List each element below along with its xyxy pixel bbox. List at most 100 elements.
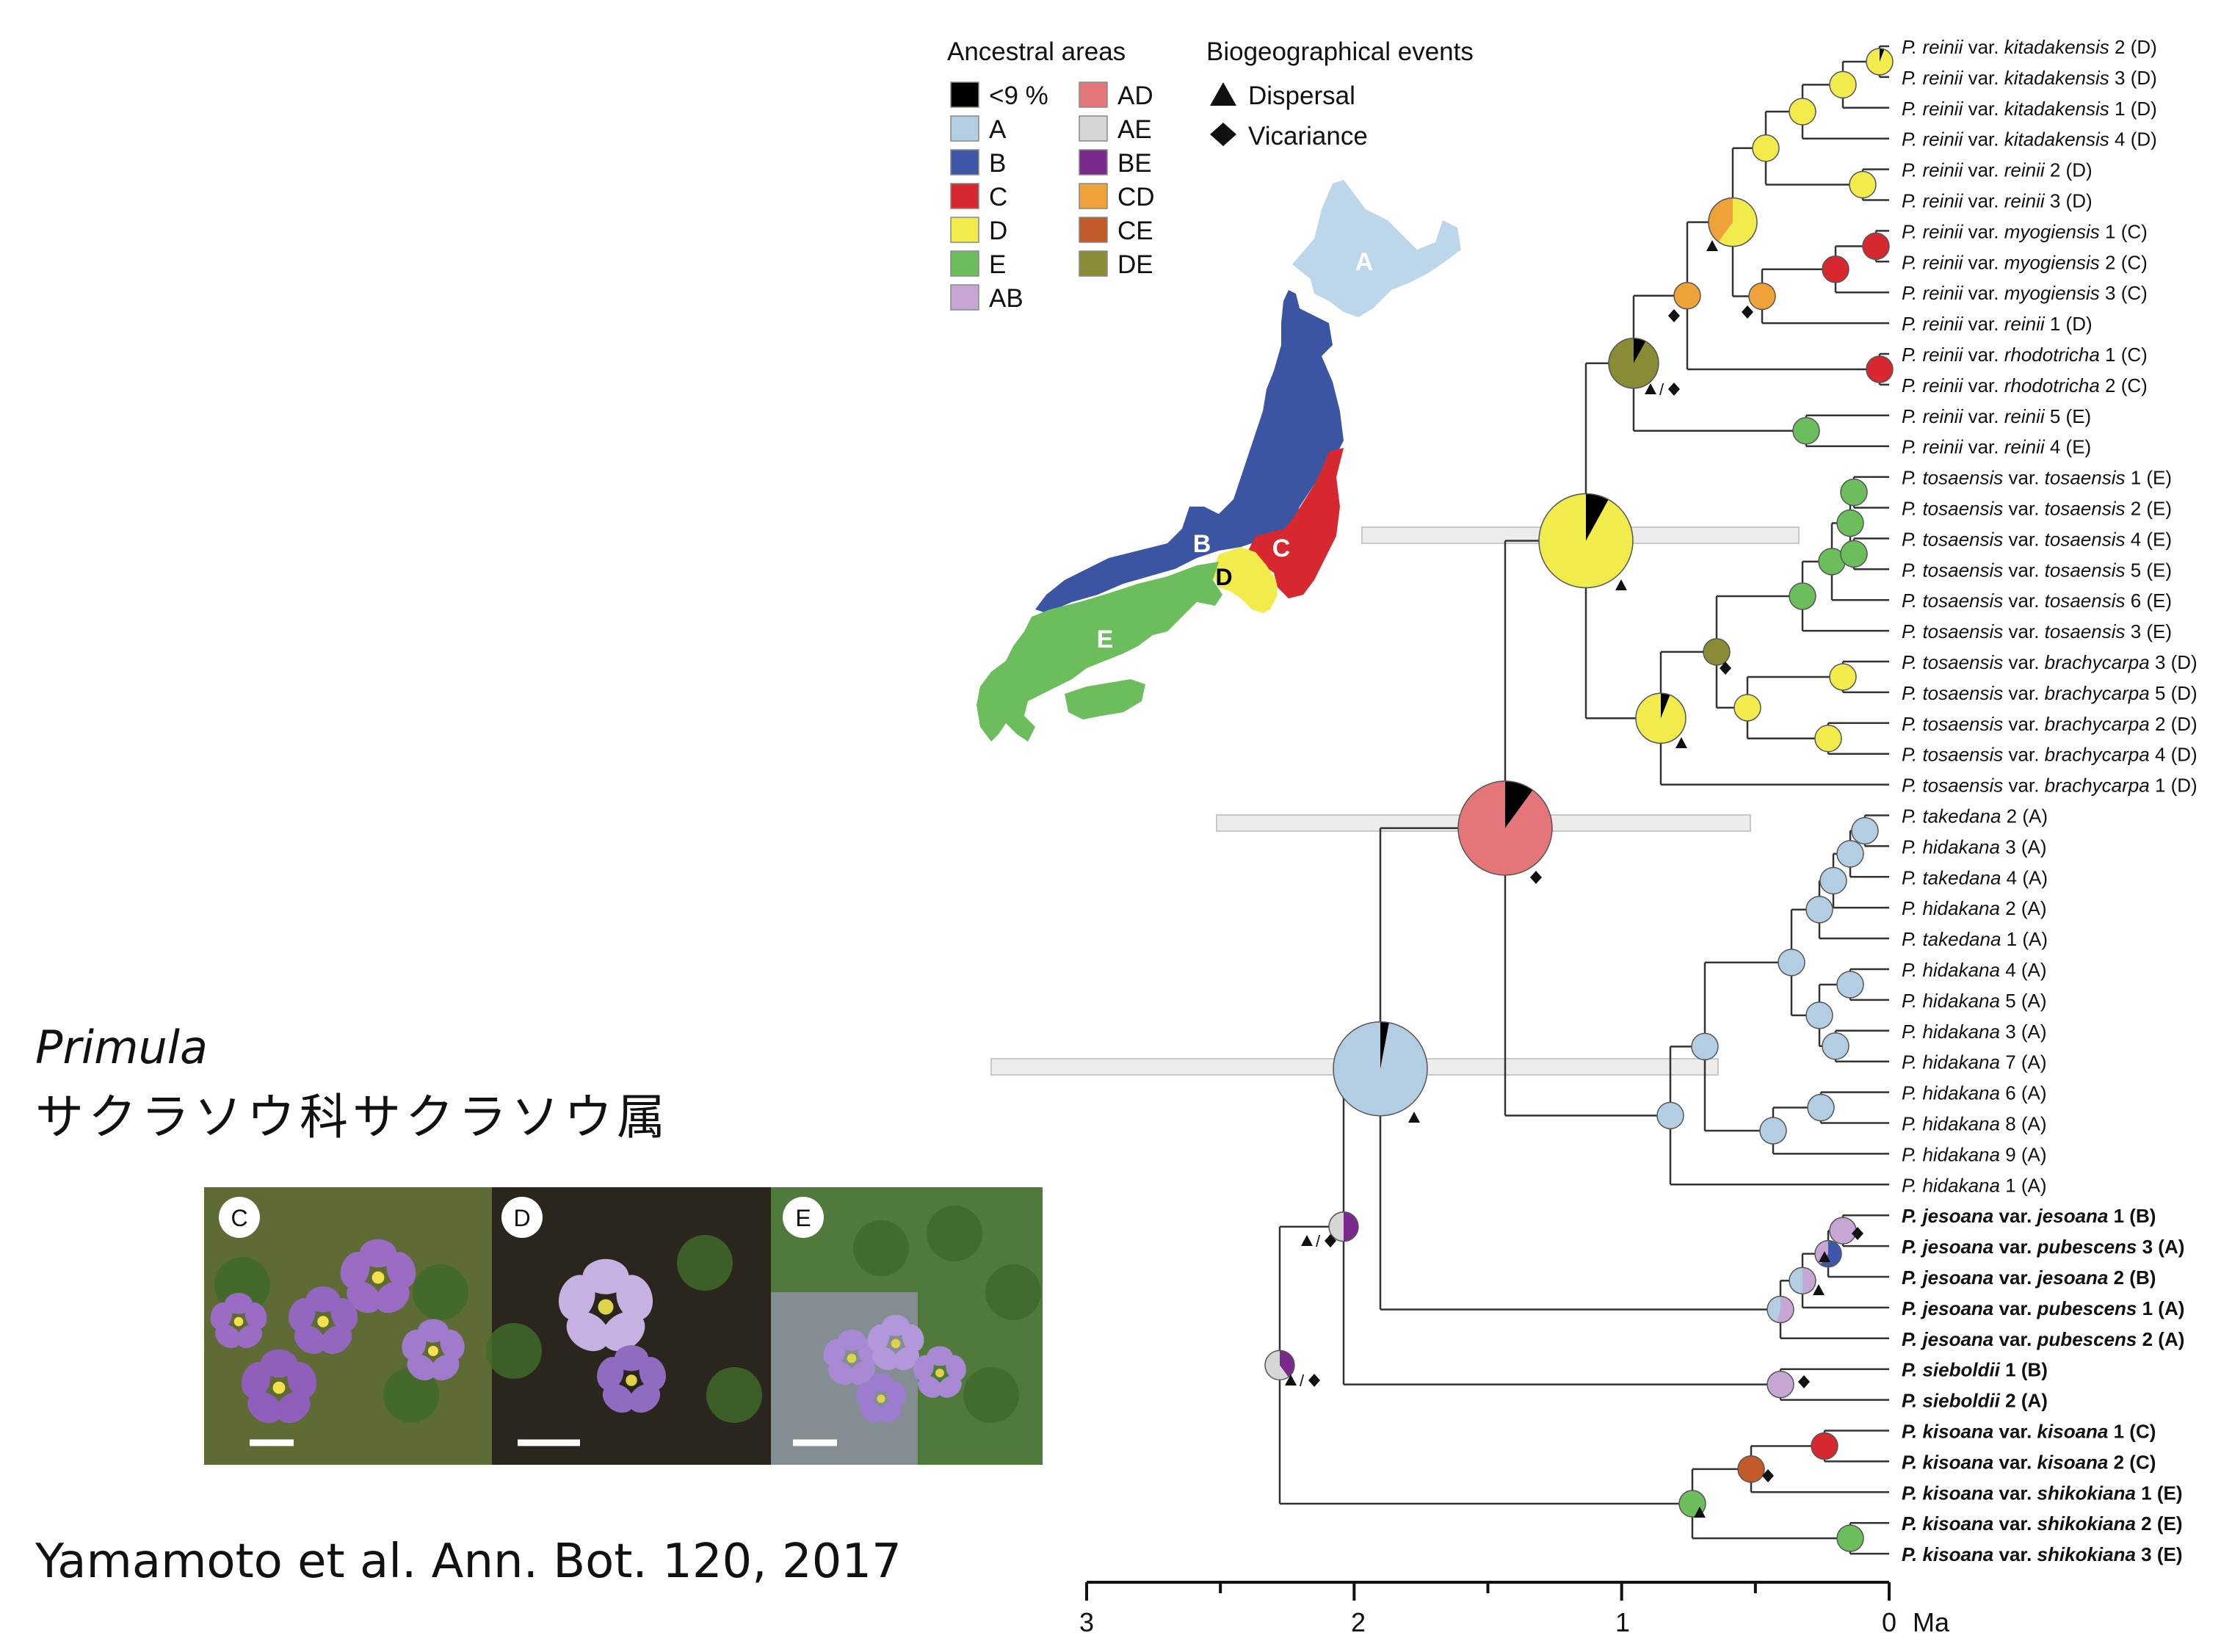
- vicariance-marker: [1308, 1374, 1320, 1387]
- vicariance-marker: [1530, 871, 1542, 884]
- ancestral-area-pie: [1805, 1001, 1833, 1029]
- tip-label: P. jesoana var. jesoana 2 (B): [1902, 1267, 2156, 1289]
- legend-swatch: [950, 183, 979, 209]
- ancestral-area-pie: [1656, 1101, 1684, 1130]
- tip-label: P. reinii var. reinii 5 (E): [1902, 405, 2091, 427]
- tip-label: P. hidakana 5 (A): [1902, 990, 2047, 1012]
- ancestral-area-pie: [1851, 816, 1879, 845]
- ancestral-area-pie: [1608, 338, 1659, 389]
- primula-flower: [210, 1292, 267, 1349]
- legend-swatch: [950, 284, 979, 311]
- tip-label: P. reinii var. reinii 1 (D): [1902, 313, 2093, 335]
- primula-flower: [289, 1286, 358, 1355]
- ancestral-area-pie: [1708, 197, 1758, 247]
- event-markers: / / /: [1285, 240, 1863, 1518]
- region-c-kanto: [1248, 448, 1344, 598]
- ancestral-area-pie: [1822, 256, 1849, 283]
- primula-flower: [241, 1349, 317, 1424]
- tip-label: P. reinii var. kitadakensis 2 (D): [1902, 36, 2157, 58]
- ancestral-area-pie: [1789, 1267, 1816, 1294]
- dispersal-marker: [1645, 383, 1656, 394]
- legend-swatch: [1079, 250, 1108, 277]
- ancestral-area-pie: [1538, 493, 1634, 589]
- map-label-e: E: [1097, 626, 1114, 653]
- ancestral-area-pie: [1767, 1370, 1794, 1399]
- tip-label: P. reinii var. reinii 2 (D): [1902, 159, 2093, 181]
- ancestral-area-pie: [1840, 540, 1868, 568]
- legend-label: D: [989, 217, 1007, 245]
- legend-swatch: [1079, 183, 1108, 209]
- tip-label: P. reinii var. reinii 4 (E): [1902, 436, 2091, 458]
- legend-label: A: [989, 115, 1007, 144]
- tip-label: P. jesoana var. pubescens 1 (A): [1902, 1297, 2184, 1319]
- ancestral-area-pie: [1789, 98, 1816, 126]
- ancestral-area-pie: [1849, 170, 1877, 199]
- axis-unit: Ma: [1913, 1607, 1950, 1637]
- region-a-hokkaido: [1292, 180, 1461, 317]
- tip-label: P. reinii var. rhodotricha 2 (C): [1902, 374, 2148, 396]
- ancestral-area-pie: [1778, 949, 1805, 977]
- legend-label: <9 %: [989, 81, 1048, 110]
- photo-label-d: D: [513, 1205, 530, 1231]
- dispersal-marker: [1819, 1251, 1830, 1262]
- tip-label: P. hidakana 3 (A): [1902, 836, 2047, 858]
- dispersal-marker: [1408, 1112, 1420, 1123]
- dispersal-marker: [1675, 737, 1687, 748]
- dispersal-marker: [1285, 1374, 1297, 1385]
- ancestral-area-pies: [1264, 48, 1894, 1552]
- tip-label: P. takedana 2 (A): [1902, 805, 2048, 827]
- legend-swatch: [1079, 217, 1108, 243]
- ancestral-area-pie: [1836, 1524, 1864, 1552]
- event-slash: /: [1659, 380, 1664, 399]
- tip-label: P. kisoana var. shikokiana 1 (E): [1902, 1482, 2183, 1504]
- axis-tick-label: 0: [1882, 1607, 1896, 1637]
- axis-tick-label: 2: [1351, 1607, 1366, 1637]
- legend-swatch: [950, 81, 979, 108]
- tip-label: P. reinii var. kitadakensis 4 (D): [1902, 128, 2157, 151]
- ancestral-area-pie: [1836, 509, 1864, 537]
- tip-label: P. reinii var. reinii 3 (D): [1902, 190, 2093, 212]
- legend-swatch: [1079, 115, 1108, 142]
- primula-flower: [597, 1345, 666, 1413]
- tip-label: P. reinii var. kitadakensis 3 (D): [1902, 67, 2157, 89]
- tip-label: P. reinii var. myogiensis 3 (C): [1902, 282, 2148, 304]
- legend-label: AE: [1117, 115, 1152, 144]
- legend-label: CE: [1117, 217, 1153, 245]
- japanese-title: サクラソウ科サクラソウ属: [35, 1089, 670, 1145]
- tip-label: P. hidakana 1 (A): [1902, 1174, 2047, 1196]
- tip-label: P. hidakana 6 (A): [1902, 1082, 2047, 1104]
- tip-label: P. tosaensis var. tosaensis 6 (E): [1902, 590, 2172, 612]
- region-e-shikoku: [1065, 679, 1145, 720]
- ancestral-area-pie: [1840, 478, 1868, 507]
- primula-flower: [558, 1258, 653, 1352]
- region-e-west: [977, 562, 1222, 742]
- legend-label: AD: [1117, 81, 1153, 110]
- ancestral-area-pie: [1811, 1432, 1838, 1460]
- vicariance-marker: [1720, 662, 1731, 675]
- dispersal-marker: [1615, 579, 1627, 590]
- ancestral-area-pie: [1792, 417, 1820, 445]
- tip-label: P. tosaensis var. tosaensis 2 (E): [1902, 498, 2172, 520]
- ancestral-area-pie: [1673, 282, 1701, 310]
- vicariance-marker: [1798, 1375, 1810, 1388]
- legend-label: C: [989, 183, 1007, 211]
- ancestral-area-pie: [1789, 582, 1816, 610]
- ancestral-area-pie: [1866, 355, 1894, 383]
- ancestral-area-pie: [1836, 840, 1864, 868]
- ancestral-area-pie: [1814, 725, 1842, 753]
- primula-flower: [913, 1346, 966, 1398]
- ancestral-area-pie: [1328, 1211, 1359, 1242]
- dispersal-marker: [1694, 1507, 1706, 1518]
- tip-label: P. hidakana 8 (A): [1902, 1113, 2047, 1135]
- map-label-d: D: [1215, 564, 1232, 590]
- legend-swatch: [1079, 81, 1108, 108]
- legend-label: E: [989, 250, 1006, 279]
- vicariance-marker: [1762, 1469, 1774, 1482]
- dispersal-marker: [1813, 1284, 1825, 1295]
- axis-tick-label: 1: [1615, 1607, 1630, 1637]
- vicariance-marker: [1668, 383, 1680, 396]
- time-axis: 3 2 1 0 Ma: [1079, 1581, 1950, 1637]
- tip-label: P. hidakana 4 (A): [1902, 959, 2047, 981]
- ancestral-area-pie: [1733, 694, 1761, 722]
